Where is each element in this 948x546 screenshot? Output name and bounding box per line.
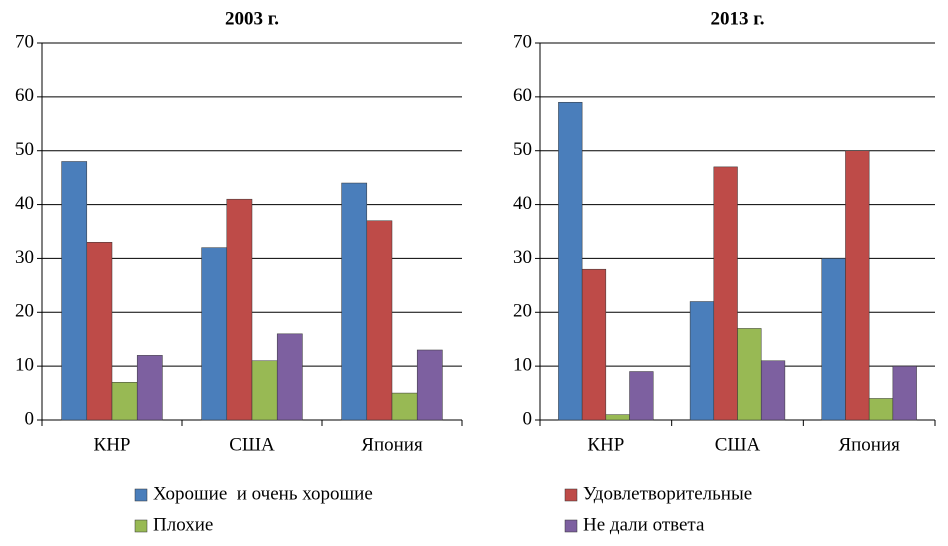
- y-tick-label: 30: [513, 247, 532, 268]
- x-tick-label: США: [229, 434, 275, 455]
- y-tick-label: 30: [15, 247, 34, 268]
- bar: [201, 247, 228, 421]
- y-tick-label: 70: [15, 31, 34, 52]
- bar: [581, 268, 607, 421]
- x-tick-label: КНР: [587, 434, 624, 455]
- chart-title: 2013 г.: [711, 8, 765, 29]
- y-tick-label: 20: [15, 301, 34, 322]
- x-tick-label: КНР: [94, 434, 131, 455]
- bar: [713, 166, 738, 421]
- y-tick-label: 40: [513, 193, 532, 214]
- y-tick-label: 70: [513, 31, 532, 52]
- bar: [366, 220, 393, 421]
- bar: [868, 398, 894, 421]
- bar: [341, 182, 368, 421]
- bar: [629, 371, 654, 421]
- bar: [391, 392, 418, 421]
- bar: [845, 150, 870, 421]
- y-tick-label: 10: [513, 355, 532, 376]
- legend-label: Хорошие и очень хорошие: [153, 483, 373, 504]
- y-tick-label: 0: [523, 408, 533, 429]
- bar: [605, 414, 630, 421]
- bar: [737, 328, 762, 421]
- x-tick-label: Япония: [361, 434, 423, 455]
- bar: [760, 360, 786, 421]
- legend-swatch: [564, 519, 578, 533]
- x-tick-label: Япония: [838, 434, 900, 455]
- y-tick-label: 50: [15, 139, 34, 160]
- bar: [821, 258, 846, 421]
- bar: [136, 355, 163, 421]
- bar: [276, 333, 303, 421]
- bar: [61, 161, 88, 421]
- y-tick-label: 60: [15, 85, 34, 106]
- bar: [86, 242, 113, 421]
- legend-swatch: [134, 519, 148, 533]
- chart-title: 2003 г.: [225, 8, 279, 29]
- legend-label: Плохие: [153, 514, 213, 535]
- legend-label: Не дали ответа: [583, 514, 705, 535]
- bar: [558, 101, 583, 421]
- y-tick-label: 20: [513, 301, 532, 322]
- bar: [111, 382, 138, 421]
- y-tick-label: 40: [15, 193, 34, 214]
- y-tick-label: 50: [513, 139, 532, 160]
- y-tick-label: 10: [15, 355, 34, 376]
- legend-swatch: [134, 488, 148, 502]
- bar: [892, 365, 917, 421]
- x-tick-label: США: [715, 434, 761, 455]
- y-tick-label: 0: [25, 408, 35, 429]
- bar: [226, 198, 253, 421]
- legend-swatch: [564, 488, 578, 502]
- bar: [251, 360, 278, 421]
- legend-label: Удовлетворительные: [583, 483, 752, 504]
- y-tick-label: 60: [513, 85, 532, 106]
- bar: [689, 301, 715, 421]
- bar: [416, 349, 443, 421]
